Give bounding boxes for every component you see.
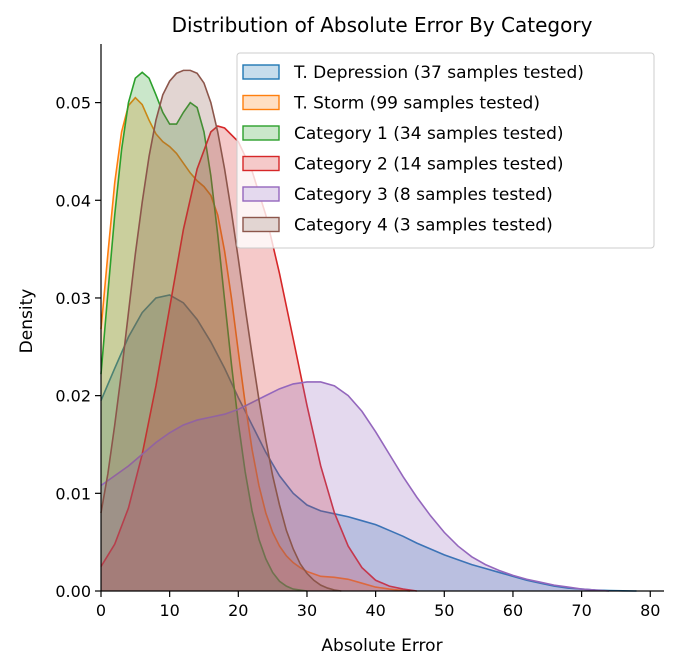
- legend-swatch-bg: [243, 217, 279, 232]
- x-tick-label: 40: [365, 601, 385, 620]
- legend-swatch: [242, 125, 280, 141]
- legend-swatch-bg: [243, 156, 279, 171]
- density-area-2: [101, 97, 410, 591]
- y-tick-label: 0.04: [55, 191, 91, 210]
- x-tick-label: 0: [96, 601, 106, 620]
- density-area-4: [101, 126, 417, 592]
- chart-title: Distribution of Absolute Error By Catego…: [172, 13, 593, 37]
- density-line-1: [100, 294, 637, 592]
- density-line-3: [100, 71, 308, 592]
- legend-swatch: [242, 155, 280, 172]
- y-tick-label: 0.00: [55, 582, 91, 601]
- legend-swatch: [242, 216, 280, 233]
- x-tick-label: 30: [297, 601, 317, 620]
- density-area-3: [101, 72, 307, 591]
- y-tick-label: 0.02: [55, 387, 91, 406]
- x-tick-label: 50: [434, 601, 454, 620]
- density-area-5: [101, 381, 610, 591]
- legend-swatch: [242, 64, 280, 80]
- x-tick-label: 10: [159, 601, 179, 620]
- density-area-6: [101, 70, 342, 592]
- legend-swatch-bg: [243, 187, 279, 201]
- x-tick-label: 60: [503, 601, 523, 620]
- legend-label: Category 1 (34 samples tested): [294, 124, 564, 144]
- legend-swatch: [242, 94, 280, 111]
- legend-swatch-bg: [243, 126, 279, 140]
- legend-swatch-bg: [243, 95, 279, 110]
- y-tick-label: 0.03: [55, 289, 91, 308]
- density-line-2: [100, 96, 411, 592]
- y-tick-label: 0.05: [55, 94, 91, 113]
- x-axis: 0 10 20 30 40 50 60 70 80: [96, 590, 664, 620]
- legend: T. Depression (37 samples tested) T. Stor…: [236, 52, 655, 249]
- x-tick-label: 80: [640, 601, 660, 620]
- density-line-6: [100, 69, 342, 592]
- y-axis-label: Density: [17, 289, 37, 354]
- x-tick-label: 20: [228, 601, 248, 620]
- density-line-5: [100, 381, 610, 592]
- legend-label: T. Storm (99 samples tested): [293, 94, 540, 114]
- legend-swatch: [242, 186, 280, 202]
- legend-label: T. Depression (37 samples tested): [293, 63, 584, 83]
- legend-label: Category 4 (3 samples tested): [294, 216, 553, 236]
- plot-areas: [100, 69, 637, 592]
- x-axis-label: Absolute Error: [321, 636, 442, 656]
- y-axis: 0.00 0.01 0.02 0.03 0.04 0.05: [55, 44, 102, 601]
- legend-box: [236, 52, 655, 249]
- y-tick-label: 0.01: [55, 484, 91, 503]
- x-tick-label: 70: [571, 601, 591, 620]
- legend-swatch-bg: [243, 65, 279, 79]
- density-area-1: [101, 295, 637, 591]
- legend-label: Category 3 (8 samples tested): [294, 185, 553, 205]
- legend-label: Category 2 (14 samples tested): [294, 155, 564, 175]
